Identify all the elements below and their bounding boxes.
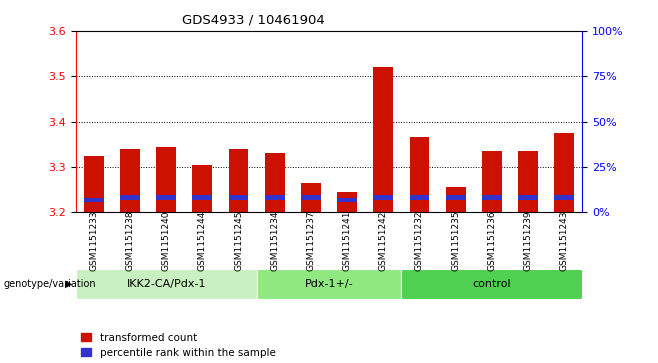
Text: GSM1151233: GSM1151233 [89,210,98,271]
Bar [156,195,176,200]
Text: GSM1151241: GSM1151241 [343,210,351,271]
Text: GSM1151237: GSM1151237 [307,210,315,271]
Bar [554,195,574,200]
Bar [257,269,401,299]
Bar [84,156,104,212]
Bar [301,195,321,200]
Bar [518,151,538,212]
Bar [409,138,430,212]
Bar [518,195,538,200]
Text: GSM1151239: GSM1151239 [524,210,532,271]
Bar [554,133,574,212]
Text: GSM1151235: GSM1151235 [451,210,460,271]
Bar [409,195,430,200]
Text: ▶: ▶ [65,279,73,289]
Bar [120,149,140,212]
Bar [156,147,176,212]
Text: GSM1151242: GSM1151242 [379,210,388,271]
Text: Pdx-1+/-: Pdx-1+/- [305,279,353,289]
Bar [445,195,466,200]
Bar [228,149,249,212]
Title: GDS4933 / 10461904: GDS4933 / 10461904 [182,14,324,27]
Bar [373,67,393,212]
Bar [401,269,582,299]
Text: GSM1151236: GSM1151236 [488,210,496,271]
Bar [337,192,357,212]
Bar [445,187,466,212]
Text: GSM1151232: GSM1151232 [415,210,424,271]
Text: GSM1151245: GSM1151245 [234,210,243,271]
Bar [265,153,285,212]
Text: GSM1151234: GSM1151234 [270,210,279,271]
Bar [120,195,140,200]
Bar [301,183,321,212]
Bar [76,269,257,299]
Text: GSM1151243: GSM1151243 [560,210,569,271]
Bar [482,151,502,212]
Bar [337,198,357,203]
Text: genotype/variation: genotype/variation [3,279,96,289]
Bar [228,195,249,200]
Bar [84,198,104,203]
Text: control: control [472,279,511,289]
Text: IKK2-CA/Pdx-1: IKK2-CA/Pdx-1 [126,279,206,289]
Text: GSM1151238: GSM1151238 [126,210,134,271]
Legend: transformed count, percentile rank within the sample: transformed count, percentile rank withi… [81,333,276,358]
Bar [373,195,393,200]
Bar [482,195,502,200]
Bar [192,165,213,212]
Text: GSM1151240: GSM1151240 [162,210,170,271]
Bar [192,195,213,200]
Bar [265,195,285,200]
Text: GSM1151244: GSM1151244 [198,210,207,271]
